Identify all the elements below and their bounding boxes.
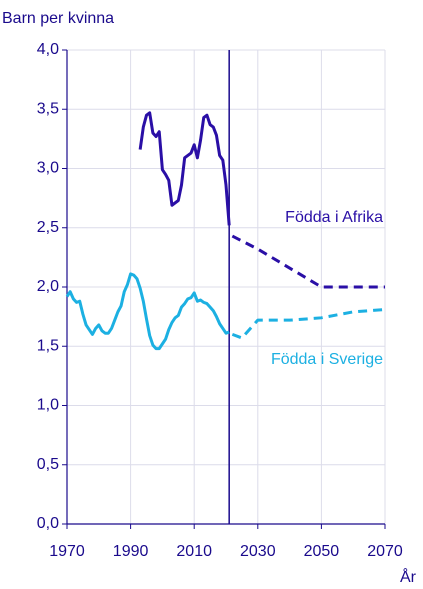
y-tick-label: 2,5	[37, 219, 59, 236]
x-tick-label: 2010	[176, 543, 212, 560]
y-tick-label: 0,5	[37, 456, 59, 473]
y-tick-label: 1,0	[37, 397, 59, 414]
x-tick-label: 1970	[49, 543, 85, 560]
y-tick-label: 2,0	[37, 278, 59, 295]
y-axis-label: Barn per kvinna	[2, 10, 114, 27]
x-tick-label: 2070	[367, 543, 403, 560]
x-tick-label: 2030	[240, 543, 276, 560]
y-tick-label: 1,5	[37, 337, 59, 354]
projection-line	[231, 308, 386, 340]
projection-line	[231, 234, 385, 289]
series-label: Födda i Afrika	[285, 209, 383, 226]
x-tick-label: 2050	[304, 543, 340, 560]
series-line	[138, 111, 231, 226]
x-axis-label: År	[400, 567, 417, 586]
y-tick-label: 3,5	[37, 100, 59, 117]
y-tick-label: 0,0	[37, 515, 59, 532]
x-tick-label: 1990	[113, 543, 149, 560]
series-line	[65, 272, 230, 351]
y-tick-label: 4,0	[37, 41, 59, 58]
series-label: Födda i Sverige	[271, 351, 383, 368]
y-tick-label: 3,0	[37, 160, 59, 177]
